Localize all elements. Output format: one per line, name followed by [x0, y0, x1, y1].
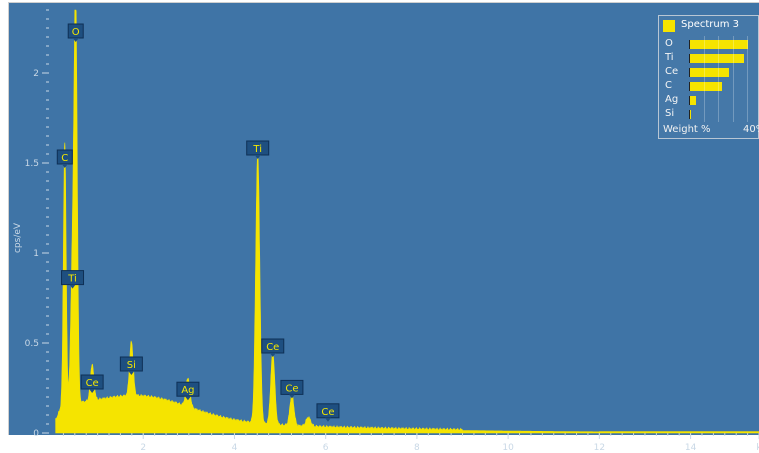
peak-marker-pointer: [184, 396, 191, 401]
legend-element-label: Ce: [665, 66, 679, 77]
peak-marker-c-1[interactable]: C: [56, 149, 73, 168]
legend-row-o: O: [665, 38, 759, 50]
y-tick-label-0: 0: [33, 429, 39, 439]
x-tick-label-3: 8: [414, 443, 420, 453]
peak-marker-pointer: [69, 284, 76, 289]
legend-gridline: [703, 36, 705, 122]
peak-marker-label: Ag: [181, 385, 194, 396]
legend-row-ag: Ag: [665, 94, 759, 106]
peak-marker-ce-9[interactable]: Ce: [316, 403, 340, 422]
y-tick-label-1: 0.5: [25, 339, 39, 349]
legend-weight-bar: [689, 54, 744, 63]
legend-element-label: Ag: [665, 94, 679, 105]
legend-gridline: [747, 36, 748, 122]
legend-weight-bar: [689, 82, 722, 91]
peak-marker-label: Ce: [86, 378, 99, 389]
peak-marker-label: C: [61, 153, 68, 164]
legend-element-label: Ti: [665, 52, 674, 63]
spectrum-series: [55, 9, 759, 434]
legend-weight-bar: [689, 40, 748, 49]
legend-axis-max: 40%: [743, 124, 759, 135]
legend-weight-bar: [689, 110, 692, 119]
peak-marker-pointer: [61, 164, 68, 168]
x-tick-label-2: 6: [323, 443, 329, 453]
peak-marker-o-0[interactable]: O: [67, 23, 84, 42]
x-tick-label-6: 14: [685, 443, 697, 453]
peak-marker-pointer: [269, 353, 276, 357]
x-tick-label-1: 4: [232, 443, 238, 453]
peak-marker-pointer: [288, 394, 295, 399]
peak-marker-pointer: [254, 155, 261, 159]
x-tick-label-4: 10: [502, 443, 514, 453]
legend-axis-label: Weight %: [663, 124, 711, 135]
peak-marker-si-4[interactable]: Si: [119, 356, 143, 375]
legend-element-label: C: [665, 80, 672, 91]
peak-marker-ce-3[interactable]: Ce: [80, 374, 104, 393]
y-tick-label-4: 2: [33, 69, 39, 79]
peak-marker-ce-8[interactable]: Ce: [280, 379, 304, 399]
peak-marker-pointer: [128, 371, 135, 375]
y-tick-label-2: 1: [33, 249, 39, 259]
peak-marker-label: Ce: [321, 407, 334, 418]
legend-row-ti: Ti: [665, 52, 759, 64]
x-tick-label-7: k: [756, 443, 759, 453]
x-tick-label-0: 2: [140, 443, 146, 453]
peak-markers: O C Ti Ce Si Ag Ti Ce Ce Ce: [56, 23, 340, 422]
peak-marker-pointer: [89, 389, 96, 393]
legend-row-ce: Ce: [665, 66, 759, 78]
peak-marker-label: Ti: [252, 144, 262, 155]
peak-marker-ti-2[interactable]: Ti: [61, 270, 85, 289]
legend-title: Spectrum 3: [681, 19, 739, 30]
spectrum-area: [55, 9, 759, 434]
legend-element-label: Si: [665, 108, 675, 119]
legend-gridline: [718, 36, 719, 122]
peak-marker-label: Si: [127, 360, 136, 371]
x-tick-label-5: 12: [594, 443, 605, 453]
axis-ticks: 2 4 6 8 10 12 14 k 0 0.5 1 1.5 2: [25, 9, 759, 453]
legend-row-c: C: [665, 80, 759, 92]
peak-marker-ti-6[interactable]: Ti: [246, 140, 270, 159]
peak-marker-pointer: [324, 417, 331, 422]
legend-weight-bar: [689, 68, 730, 77]
legend[interactable]: Spectrum 3 O Ti Ce C Ag Si Weight % 40%: [658, 15, 759, 139]
peak-marker-ce-7[interactable]: Ce: [261, 338, 285, 357]
peak-marker-label: Ce: [266, 342, 279, 353]
legend-weight-bar: [689, 96, 696, 105]
y-tick-label-3: 1.5: [25, 159, 39, 169]
peak-marker-label: Ti: [67, 274, 77, 285]
legend-gridline: [732, 36, 734, 122]
peak-marker-label: O: [72, 27, 80, 38]
peak-marker-label: Ce: [285, 383, 298, 394]
peak-marker-pointer: [72, 38, 79, 42]
legend-row-si: Si: [665, 108, 759, 120]
peak-marker-ag-5[interactable]: Ag: [176, 381, 200, 401]
y-axis-label: cps/eV: [13, 222, 23, 253]
legend-element-label: O: [665, 38, 673, 49]
legend-swatch: [663, 20, 675, 32]
